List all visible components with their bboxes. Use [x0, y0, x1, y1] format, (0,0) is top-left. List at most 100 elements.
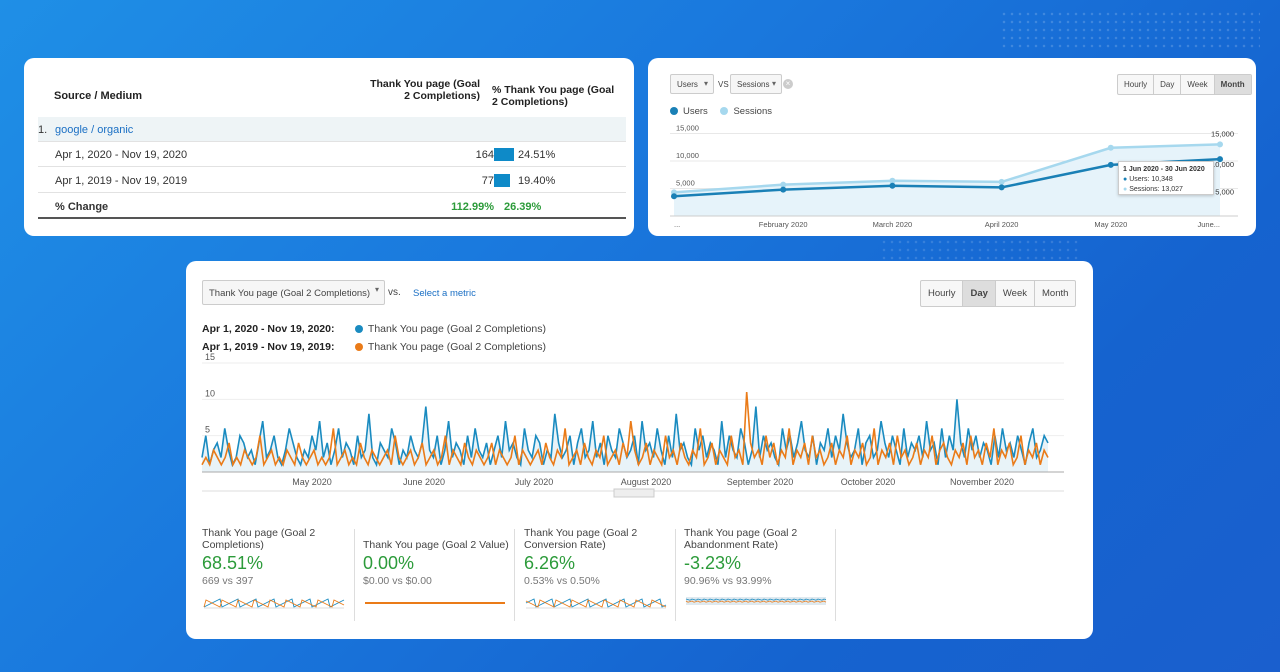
sparkline-previous	[525, 599, 667, 608]
close-icon[interactable]: ×	[783, 79, 793, 89]
tooltip-title: 1 Jun 2020 - 30 Jun 2020	[1123, 166, 1205, 173]
day-button[interactable]: Day	[963, 281, 996, 306]
source-medium-link[interactable]: google / organic	[55, 124, 134, 136]
table-row: Apr 1, 2020 - Nov 19, 2020 164 24.51%	[38, 142, 626, 167]
previous-period-line	[201, 392, 1049, 468]
kpi-value: -3.23%	[684, 553, 742, 573]
sparkline-band	[686, 597, 826, 605]
legend-dot-sessions	[720, 107, 729, 115]
kpi-divider	[835, 529, 836, 621]
change-pct-value: 26.39%	[504, 201, 542, 213]
kpi-abandonment-rate[interactable]: Thank You page (Goal 2 Abandonment Rate)…	[684, 527, 836, 623]
users-point	[1217, 156, 1223, 163]
kpi-sparkline	[365, 602, 505, 604]
month-button[interactable]: Month	[1042, 288, 1069, 299]
legend-dot-previous	[354, 343, 363, 351]
kpi-divider	[354, 529, 355, 621]
x-tick-label: June 2020	[403, 477, 445, 487]
row-number: 1.	[38, 124, 48, 136]
legend-dot-current	[354, 325, 363, 333]
metric-select-users[interactable]: Users	[670, 74, 714, 94]
hourly-button[interactable]: Hourly	[921, 281, 964, 306]
sessions-point	[998, 178, 1005, 185]
x-tick-label: May 2020	[292, 477, 332, 487]
y-tick-label: 10,000	[676, 151, 699, 160]
kpi-divider	[514, 529, 515, 621]
month-button[interactable]: Month	[1214, 75, 1251, 94]
legend-range-previous: Apr 1, 2019 - Nov 19, 2019:	[202, 341, 335, 353]
vs-label: vs.	[388, 287, 401, 298]
background-dots	[1000, 10, 1260, 50]
tooltip-sessions: Sessions: 13,027	[1129, 186, 1183, 193]
kpi-goal-value[interactable]: Thank You page (Goal 2 Value) 0.00% $0.0…	[363, 527, 515, 623]
goal-pct-value: 19.40%	[518, 175, 556, 187]
primary-metric-select[interactable]: Thank You page (Goal 2 Completions)	[202, 280, 385, 305]
week-button[interactable]: Week	[1181, 75, 1215, 94]
legend-label-current: Thank You page (Goal 2 Completions)	[367, 323, 546, 335]
table-row: 1. google / organic	[38, 117, 626, 142]
legend-label-previous: Thank You page (Goal 2 Completions)	[367, 341, 546, 353]
y-tick-label-right: 5,000	[1215, 188, 1234, 197]
sessions-point	[1217, 141, 1223, 148]
x-tick-label: May 2020	[1094, 220, 1127, 229]
legend-dot-users	[670, 107, 678, 115]
date-range-label: Apr 1, 2020 - Nov 19, 2020	[55, 149, 188, 161]
sessions-point	[889, 177, 896, 184]
kpi-title: Thank You page (Goal 2 Value)	[363, 539, 509, 551]
users-point	[671, 193, 677, 200]
sparkline-current	[203, 598, 345, 608]
goal-completions-chart-card: Thank You page (Goal 2 Completions) vs. …	[186, 261, 1093, 639]
pct-bar	[494, 174, 510, 187]
goal-pct-value: 24.51%	[518, 149, 556, 161]
sessions-area	[674, 144, 1220, 216]
y-tick-label: 15	[205, 352, 215, 362]
change-completions-value: 112.99%	[451, 201, 494, 213]
users-point	[889, 182, 896, 189]
column-header-goal-pct[interactable]: % Thank You page (Goal 2 Completions)	[492, 84, 615, 108]
select-metric-link[interactable]: Select a metric	[413, 288, 476, 299]
sparkline-previous	[203, 599, 345, 608]
source-medium-table-card: Source / Medium Thank You page (Goal 2 C…	[24, 58, 634, 236]
chart-tooltip: 1 Jun 2020 - 30 Jun 2020 ● Users: 10,348…	[1118, 161, 1214, 195]
x-tick-label: June...	[1197, 220, 1220, 229]
kpi-sparkline	[685, 597, 827, 605]
kpi-sparkline	[203, 598, 345, 609]
kpi-divider	[675, 529, 676, 621]
x-tick-label: September 2020	[727, 477, 794, 487]
current-period-area	[202, 399, 1048, 472]
kpi-conversion-rate[interactable]: Thank You page (Goal 2 Conversion Rate) …	[524, 527, 676, 623]
week-button[interactable]: Week	[996, 281, 1036, 306]
users-point	[998, 184, 1005, 191]
x-tick-label: August 2020	[621, 477, 672, 487]
date-range-label: Apr 1, 2019 - Nov 19, 2019	[55, 175, 188, 187]
kpi-title: Thank You page (Goal 2 Abandonment Rate)	[684, 527, 798, 551]
granularity-buttons: Hourly Day Week Month	[920, 280, 1077, 307]
users-sessions-line-chart: 5,000 10,000 15,000... February 2020 March 2…	[670, 124, 1238, 229]
goal-completions-value: 77	[481, 175, 494, 187]
hourly-button[interactable]: Hourly	[1118, 75, 1155, 94]
sparkline-previous	[685, 600, 827, 603]
kpi-value: 68.51%	[202, 553, 264, 573]
metric-select-sessions[interactable]: Sessions	[730, 74, 782, 94]
kpi-sub: 669 vs 397	[202, 575, 254, 587]
column-header-source[interactable]: Source / Medium	[54, 90, 143, 102]
kpi-title: Thank You page (Goal 2 Completions)	[202, 527, 316, 551]
pct-bar	[494, 148, 514, 161]
column-header-goal-completions[interactable]: Thank You page (Goal 2 Completions)	[370, 78, 480, 102]
legend-range-current: Apr 1, 2020 - Nov 19, 2020:	[202, 323, 335, 335]
day-button[interactable]: Day	[1154, 75, 1182, 94]
users-point	[1107, 161, 1114, 168]
kpi-sparkline	[525, 598, 667, 609]
kpi-sub: 0.53% vs 0.50%	[524, 575, 600, 587]
x-tick-label: October 2020	[841, 477, 896, 487]
legend-label-users: Users	[683, 106, 708, 117]
sessions-line	[673, 143, 1221, 194]
chart-legend: Apr 1, 2020 - Nov 19, 2020: Thank You pa…	[202, 320, 546, 356]
kpi-goal-completions[interactable]: Thank You page (Goal 2 Completions) 68.5…	[202, 527, 354, 623]
y-tick-label: 10	[205, 388, 215, 398]
chart-legend: Users Sessions	[670, 106, 772, 117]
goal-completions-value: 164	[475, 149, 494, 161]
granularity-buttons: Hourly Day Week Month	[1117, 74, 1252, 95]
y-tick-label: 5,000	[676, 179, 695, 188]
table-header: Source / Medium Thank You page (Goal 2 C…	[24, 58, 634, 118]
